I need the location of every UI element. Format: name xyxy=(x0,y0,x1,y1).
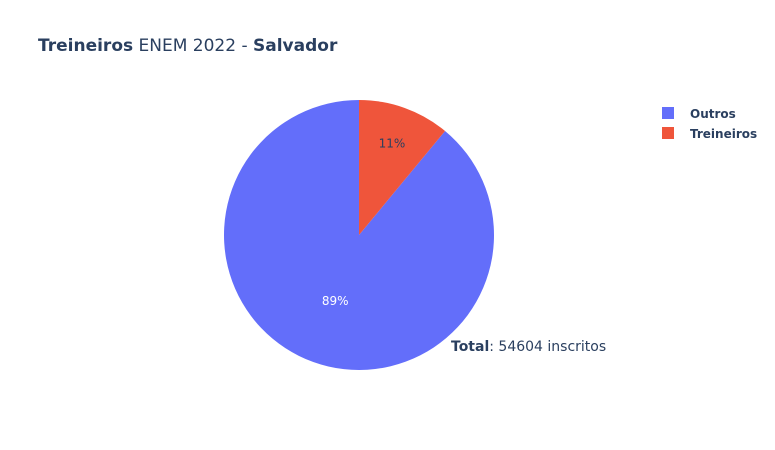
chart-title-middle: ENEM 2022 - xyxy=(133,36,253,56)
legend-swatch-outros xyxy=(662,107,674,119)
total-annotation-bold: Total xyxy=(451,339,489,355)
pie-slice-labels: 89% 11% xyxy=(322,137,405,309)
legend-item-treineiros[interactable]: Treineiros xyxy=(662,127,757,141)
total-annotation-text: : 54604 inscritos xyxy=(489,339,606,355)
chart-title: Treineiros ENEM 2022 - Salvador xyxy=(38,36,338,56)
legend-label-outros: Outros xyxy=(690,107,736,121)
pie-slice-outros[interactable] xyxy=(224,100,495,371)
pie-slices xyxy=(224,100,495,371)
legend: Outros Treineiros xyxy=(662,107,757,141)
legend-swatch-treineiros xyxy=(662,127,674,139)
chart-title-bold-1: Treineiros xyxy=(38,36,133,56)
chart-title-bold-2: Salvador xyxy=(253,36,338,56)
pie-slice-label-treineiros: 11% xyxy=(379,137,406,151)
legend-item-outros[interactable]: Outros xyxy=(662,107,736,121)
pie-slice-label-outros: 89% xyxy=(322,294,349,308)
legend-label-treineiros: Treineiros xyxy=(690,127,757,141)
total-annotation: Total: 54604 inscritos xyxy=(451,339,606,355)
pie-slice-treineiros[interactable] xyxy=(359,100,446,235)
